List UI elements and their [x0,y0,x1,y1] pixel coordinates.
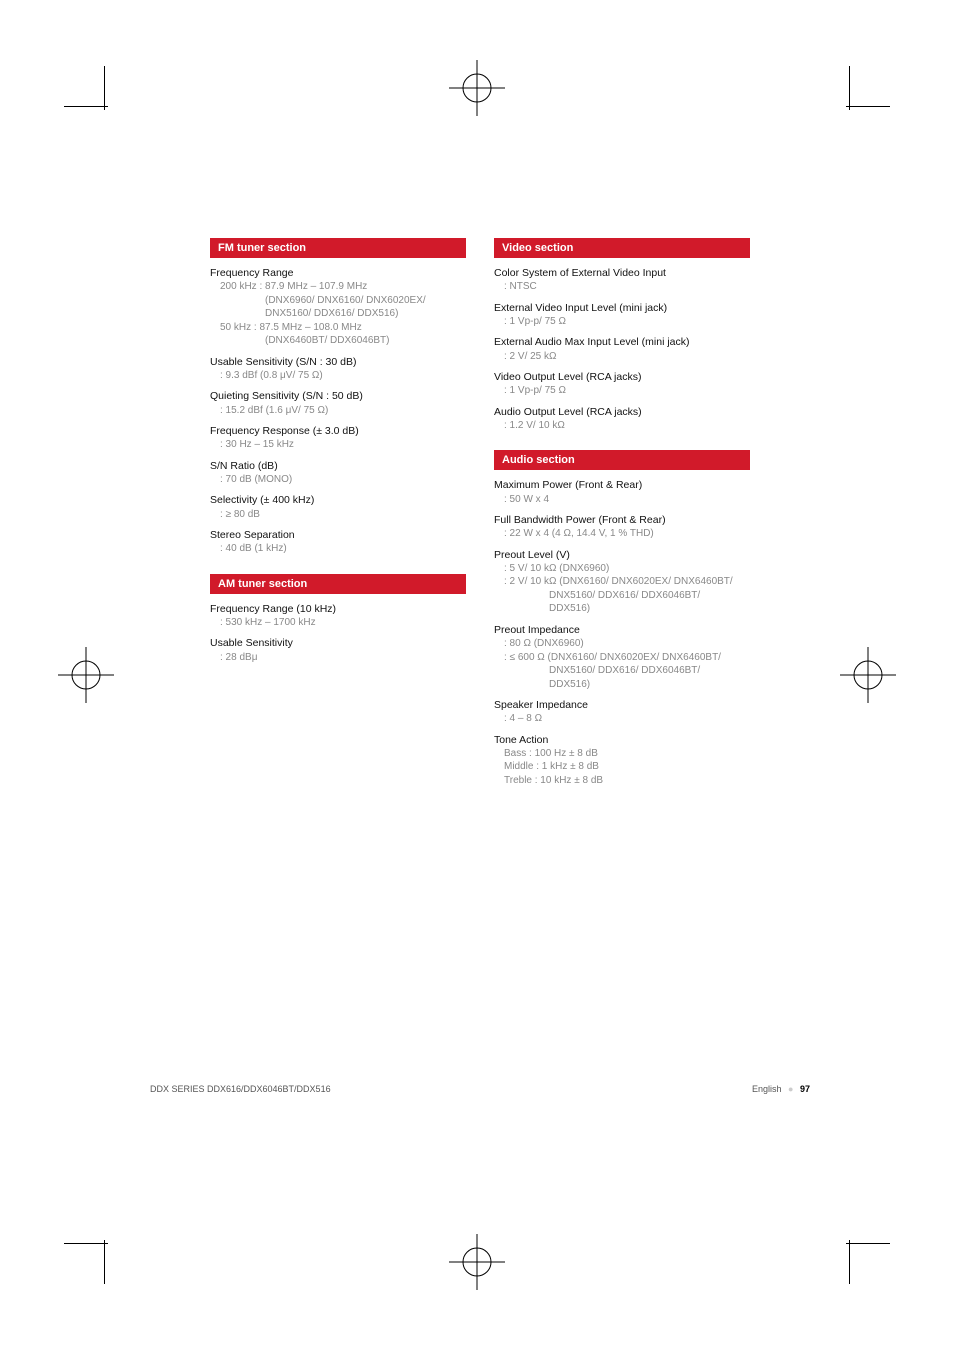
spec-value: : 50 W x 4 [494,493,750,507]
spec-title: Video Output Level (RCA jacks) [494,370,750,384]
spec-value: DNX5160/ DDX616/ DDX516) [210,307,466,321]
spec-title: Full Bandwidth Power (Front & Rear) [494,513,750,527]
fm-freq-range: Frequency Range 200 kHz : 87.9 MHz – 107… [210,266,466,348]
spec-title: External Video Input Level (mini jack) [494,301,750,315]
audio-full-bandwidth: Full Bandwidth Power (Front & Rear) : 22… [494,513,750,541]
spec-title: Quieting Sensitivity (S/N : 50 dB) [210,389,466,403]
fm-usable-sens: Usable Sensitivity (S/N : 30 dB) : 9.3 d… [210,355,466,383]
footer-page-info: English ● 97 [752,1084,810,1094]
fm-selectivity: Selectivity (± 400 kHz) : ≥ 80 dB [210,493,466,521]
spec-value: 50 kHz : 87.5 MHz – 108.0 MHz [210,321,466,335]
spec-title: Preout Level (V) [494,548,750,562]
am-usable-sens: Usable Sensitivity : 28 dBμ [210,636,466,664]
spec-title: Audio Output Level (RCA jacks) [494,405,750,419]
spec-value: : 1 Vp-p/ 75 Ω [494,384,750,398]
spec-value: : 1 Vp-p/ 75 Ω [494,315,750,329]
spec-value: : 4 – 8 Ω [494,712,750,726]
spec-title: Frequency Range [210,266,466,280]
spec-title: Maximum Power (Front & Rear) [494,478,750,492]
spec-value: : 15.2 dBf (1.6 μV/ 75 Ω) [210,404,466,418]
spec-value: (DNX6460BT/ DDX6046BT) [210,334,466,348]
spec-value: Middle : 1 kHz ± 8 dB [494,760,750,774]
spec-title: Stereo Separation [210,528,466,542]
spec-title: Selectivity (± 400 kHz) [210,493,466,507]
spec-title: Frequency Range (10 kHz) [210,602,466,616]
spec-value: Bass : 100 Hz ± 8 dB [494,747,750,761]
audio-preout-impedance: Preout Impedance : 80 Ω (DNX6960) : ≤ 60… [494,623,750,691]
audio-preout-level: Preout Level (V) : 5 V/ 10 kΩ (DNX6960) … [494,548,750,616]
spec-title: S/N Ratio (dB) [210,459,466,473]
spec-value: : ≥ 80 dB [210,508,466,522]
left-column: FM tuner section Frequency Range 200 kHz… [210,238,466,794]
audio-tone-action: Tone Action Bass : 100 Hz ± 8 dB Middle … [494,733,750,788]
fm-freq-resp: Frequency Response (± 3.0 dB) : 30 Hz – … [210,424,466,452]
spec-title: Frequency Response (± 3.0 dB) [210,424,466,438]
fm-sn-ratio: S/N Ratio (dB) : 70 dB (MONO) [210,459,466,487]
fm-quiet-sens: Quieting Sensitivity (S/N : 50 dB) : 15.… [210,389,466,417]
video-output-level: Video Output Level (RCA jacks) : 1 Vp-p/… [494,370,750,398]
spec-title: Usable Sensitivity (S/N : 30 dB) [210,355,466,369]
am-section-header: AM tuner section [210,574,466,594]
spec-value: : 5 V/ 10 kΩ (DNX6960) [494,562,750,576]
fm-section-header: FM tuner section [210,238,466,258]
spec-value: DNX5160/ DDX616/ DDX6046BT/ [494,664,750,678]
spec-value: : 28 dBμ [210,651,466,665]
spec-value: : 30 Hz – 15 kHz [210,438,466,452]
spec-value: DDX516) [494,678,750,692]
video-ext-input-level: External Video Input Level (mini jack) :… [494,301,750,329]
audio-speaker-impedance: Speaker Impedance : 4 – 8 Ω [494,698,750,726]
audio-section-header: Audio section [494,450,750,470]
spec-value: : 2 V/ 10 kΩ (DNX6160/ DNX6020EX/ DNX646… [494,575,750,589]
spec-value: : 9.3 dBf (0.8 μV/ 75 Ω) [210,369,466,383]
spec-value: : 40 dB (1 kHz) [210,542,466,556]
spec-value: Treble : 10 kHz ± 8 dB [494,774,750,788]
spec-value: : 70 dB (MONO) [210,473,466,487]
footer-language: English [752,1084,782,1094]
page-content: FM tuner section Frequency Range 200 kHz… [210,238,750,794]
audio-output-level: Audio Output Level (RCA jacks) : 1.2 V/ … [494,405,750,433]
registration-mark-right [840,647,896,703]
video-color-system: Color System of External Video Input : N… [494,266,750,294]
spec-value: : 2 V/ 25 kΩ [494,350,750,364]
video-ext-audio-max: External Audio Max Input Level (mini jac… [494,335,750,363]
spec-value: : ≤ 600 Ω (DNX6160/ DNX6020EX/ DNX6460BT… [494,651,750,665]
spec-value: : 22 W x 4 (4 Ω, 14.4 V, 1 % THD) [494,527,750,541]
spec-title: Tone Action [494,733,750,747]
spec-value: : 80 Ω (DNX6960) [494,637,750,651]
am-freq-range: Frequency Range (10 kHz) : 530 kHz – 170… [210,602,466,630]
spec-value: 200 kHz : 87.9 MHz – 107.9 MHz [210,280,466,294]
spec-title: Preout Impedance [494,623,750,637]
spec-value: DDX516) [494,602,750,616]
footer-page-number: 97 [800,1084,810,1094]
spec-title: External Audio Max Input Level (mini jac… [494,335,750,349]
spec-value: : 530 kHz – 1700 kHz [210,616,466,630]
spec-value: DNX5160/ DDX616/ DDX6046BT/ [494,589,750,603]
bullet-icon: ● [788,1084,793,1094]
footer-model-text: DDX SERIES DDX616/DDX6046BT/DDX516 [150,1084,331,1094]
right-column: Video section Color System of External V… [494,238,750,794]
spec-title: Speaker Impedance [494,698,750,712]
spec-title: Color System of External Video Input [494,266,750,280]
fm-stereo-sep: Stereo Separation : 40 dB (1 kHz) [210,528,466,556]
video-section-header: Video section [494,238,750,258]
spec-title: Usable Sensitivity [210,636,466,650]
spec-value: : NTSC [494,280,750,294]
page-footer: DDX SERIES DDX616/DDX6046BT/DDX516 Engli… [150,1084,810,1094]
registration-mark-bottom [449,1234,505,1290]
registration-mark-top [449,60,505,116]
registration-mark-left [58,647,114,703]
spec-value: (DNX6960/ DNX6160/ DNX6020EX/ [210,294,466,308]
spec-value: : 1.2 V/ 10 kΩ [494,419,750,433]
audio-max-power: Maximum Power (Front & Rear) : 50 W x 4 [494,478,750,506]
